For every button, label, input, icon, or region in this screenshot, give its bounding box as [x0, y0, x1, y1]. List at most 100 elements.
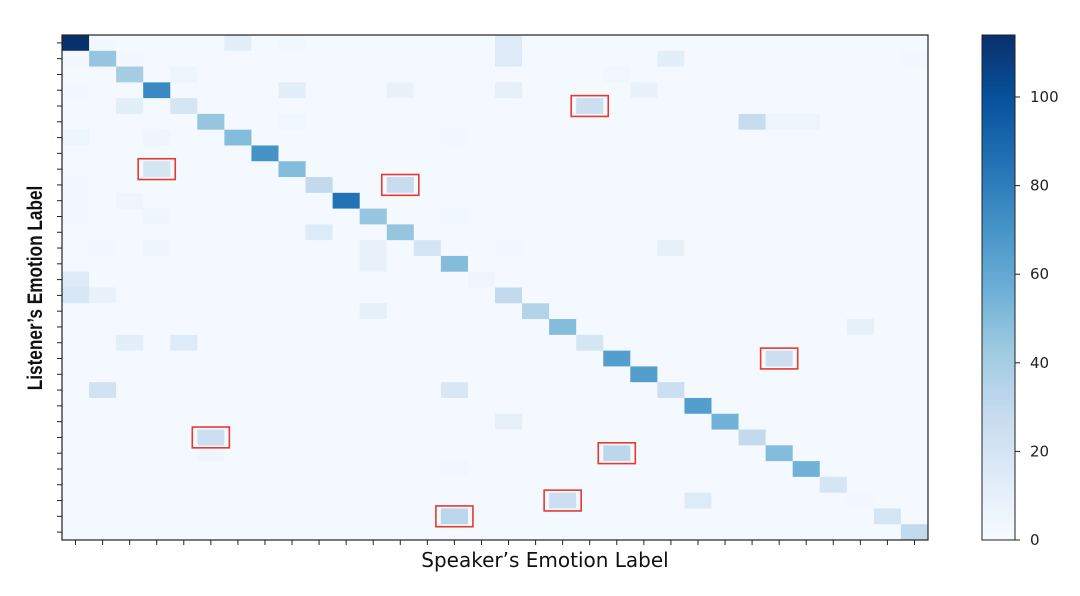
cell-r11-c29 — [846, 208, 875, 225]
cell-r8-c4 — [170, 161, 198, 178]
cell-r19-c4 — [170, 334, 198, 352]
cell-r12-c28 — [819, 224, 848, 241]
cell-r28-c19 — [576, 476, 604, 494]
cell-r1-c16 — [495, 50, 523, 68]
cell-r8-c21 — [630, 161, 658, 178]
cell-r13-c24 — [711, 240, 740, 257]
cell-r21-c20 — [603, 366, 631, 383]
cell-r26-c21 — [630, 445, 658, 462]
cell-r28-c7 — [251, 476, 279, 494]
cell-r16-c8 — [278, 287, 307, 304]
cell-r22-c14 — [440, 382, 469, 399]
cell-r16-c4 — [170, 287, 198, 304]
cell-r9-c3 — [143, 177, 171, 194]
cell-r21-c16 — [495, 366, 523, 383]
cell-r28-c15 — [467, 476, 496, 494]
cell-r24-c15 — [467, 413, 496, 431]
cell-r8-c29 — [846, 161, 875, 178]
cell-r18-c24 — [711, 319, 740, 336]
cell-r20-c16 — [495, 350, 523, 367]
cell-r8-c30 — [873, 161, 902, 178]
cell-r31-c1 — [89, 524, 117, 541]
cell-r0-c8 — [278, 35, 307, 52]
cell-r27-c8 — [278, 461, 307, 478]
cell-r29-c9 — [305, 492, 334, 509]
cell-r3-c15 — [467, 82, 496, 99]
cell-r19-c8 — [278, 334, 307, 352]
cell-r10-c28 — [819, 192, 848, 210]
cell-r23-c25 — [738, 397, 767, 415]
cell-r10-c10 — [332, 192, 361, 210]
cell-r10-c17 — [522, 192, 550, 210]
cell-r19-c6 — [224, 334, 252, 352]
cell-r26-c4 — [170, 445, 198, 462]
cell-r7-c22 — [657, 145, 685, 162]
cell-r30-c15 — [467, 508, 496, 525]
cell-r27-c3 — [143, 461, 171, 478]
cell-r13-c2 — [116, 240, 144, 257]
cell-r25-c12 — [386, 429, 415, 446]
cell-r24-c21 — [630, 413, 658, 431]
cell-r26-c23 — [684, 445, 712, 462]
cell-r16-c27 — [792, 287, 821, 304]
cell-r18-c20 — [603, 319, 631, 336]
cell-r7-c17 — [522, 145, 550, 162]
cell-r3-c5 — [197, 82, 225, 99]
cell-r13-c23 — [684, 240, 712, 257]
cell-r14-c10 — [332, 255, 361, 273]
cell-r7-c18 — [549, 145, 577, 162]
cell-r12-c11 — [359, 224, 388, 241]
cell-r27-c9 — [305, 461, 334, 478]
cell-r31-c5 — [197, 524, 225, 541]
cell-r22-c10 — [332, 382, 361, 399]
cell-r13-c26 — [765, 240, 794, 257]
cell-r20-c12 — [386, 350, 415, 367]
cell-r18-c30 — [873, 319, 902, 336]
cell-r6-c5 — [197, 129, 225, 146]
cell-r16-c5 — [197, 287, 225, 304]
cell-r31-c31 — [900, 524, 929, 541]
cell-r15-c14 — [440, 271, 469, 288]
cell-r29-c18 — [549, 492, 577, 509]
cell-r29-c13 — [413, 492, 442, 509]
cell-r3-c4 — [170, 82, 198, 99]
cell-r19-c26 — [765, 334, 794, 352]
cell-r2-c25 — [738, 66, 767, 83]
cell-r0-c29 — [846, 35, 875, 52]
cell-r27-c6 — [224, 461, 252, 478]
cell-r20-c18 — [549, 350, 577, 367]
cell-r1-c19 — [576, 50, 604, 68]
cell-r23-c2 — [116, 397, 144, 415]
cell-r14-c6 — [224, 255, 252, 273]
cell-r3-c19 — [576, 82, 604, 99]
cell-r4-c9 — [305, 98, 334, 115]
cell-r6-c24 — [711, 129, 740, 146]
cell-r8-c8 — [278, 161, 307, 178]
cell-r18-c12 — [386, 319, 415, 336]
cell-r26-c28 — [819, 445, 848, 462]
cell-r18-c13 — [413, 319, 442, 336]
cell-r26-c9 — [305, 445, 334, 462]
cell-r2-c3 — [143, 66, 171, 83]
cell-r3-c26 — [765, 82, 794, 99]
cell-r26-c20 — [603, 445, 631, 462]
cell-r6-c2 — [116, 129, 144, 146]
cell-r16-c10 — [332, 287, 361, 304]
cell-r27-c27 — [792, 461, 821, 478]
cell-r0-c25 — [738, 35, 767, 52]
cell-r4-c27 — [792, 98, 821, 115]
cell-r30-c19 — [576, 508, 604, 525]
cell-r1-c17 — [522, 50, 550, 68]
cell-r17-c30 — [873, 303, 902, 320]
cell-r25-c6 — [224, 429, 252, 446]
cell-r28-c11 — [359, 476, 388, 494]
cell-r26-c19 — [576, 445, 604, 462]
cell-r30-c8 — [278, 508, 307, 525]
cell-r0-c17 — [522, 35, 550, 52]
cell-r14-c2 — [116, 255, 144, 273]
cell-r16-c7 — [251, 287, 279, 304]
cell-r13-c13 — [413, 240, 442, 257]
cell-r21-c29 — [846, 366, 875, 383]
cell-r22-c17 — [522, 382, 550, 399]
cell-r31-c3 — [143, 524, 171, 541]
